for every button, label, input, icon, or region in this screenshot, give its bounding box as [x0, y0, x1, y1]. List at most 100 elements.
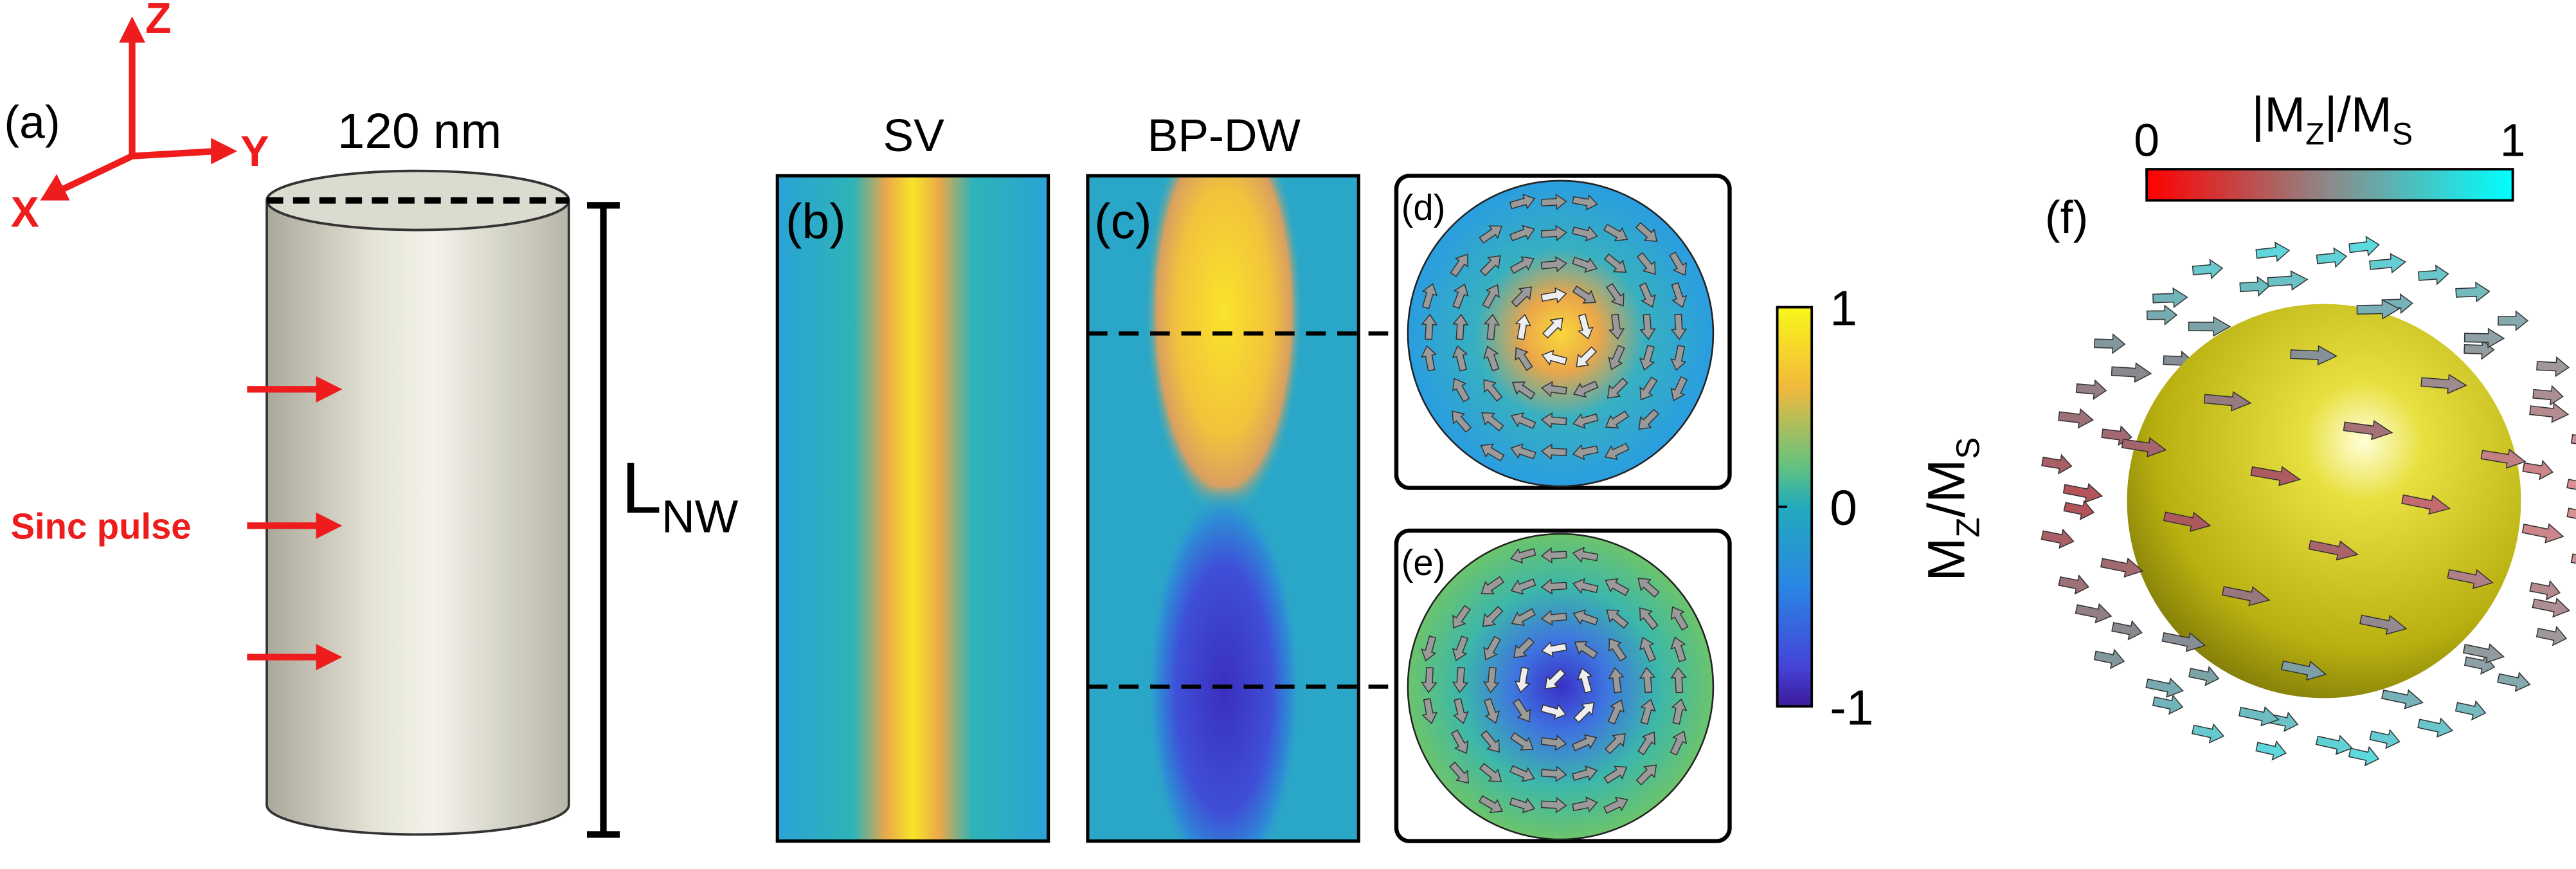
arrow	[2463, 327, 2505, 349]
arrow	[2369, 253, 2407, 274]
arrow	[1636, 252, 1656, 275]
arrow	[2454, 700, 2487, 721]
arrow	[2315, 735, 2354, 755]
arrow	[2152, 694, 2184, 715]
arrow	[1511, 286, 1533, 307]
label-part: M	[1918, 538, 1976, 581]
nanowire	[266, 169, 570, 836]
arrow	[1479, 225, 1503, 244]
arrow	[2203, 391, 2252, 412]
arrow	[1576, 667, 1593, 694]
arrow	[2535, 625, 2568, 646]
arrow	[2239, 276, 2271, 297]
panel-label: (f)	[2045, 192, 2089, 244]
arrow	[2536, 356, 2570, 378]
arrow	[1572, 194, 1598, 211]
arrow	[1604, 443, 1630, 461]
arrow	[2417, 717, 2454, 738]
arrow	[1511, 608, 1536, 626]
arrow	[1483, 636, 1502, 661]
arrow	[1481, 412, 1504, 432]
arrow	[1606, 609, 1629, 629]
arrow	[2192, 723, 2225, 744]
arrow	[1509, 194, 1536, 210]
arrow	[2146, 304, 2178, 325]
arrow	[1540, 443, 1567, 460]
arrow	[2075, 603, 2112, 624]
label-part: |/M	[2325, 87, 2392, 142]
arrow	[2100, 557, 2144, 578]
arrow	[1540, 412, 1567, 429]
arrow	[2094, 333, 2126, 354]
arrow	[2498, 310, 2529, 331]
arrow	[2381, 689, 2424, 709]
colorbar-tick-label: 0	[1830, 481, 1857, 536]
arrow	[2348, 235, 2380, 257]
arrow	[2111, 362, 2152, 383]
arrow	[1608, 637, 1627, 662]
arrow	[1483, 379, 1503, 402]
arrow	[1571, 226, 1598, 242]
arrow	[1483, 313, 1500, 340]
arrow	[1510, 547, 1536, 564]
arrow	[1510, 732, 1534, 751]
arrow	[2529, 580, 2561, 601]
arrow	[2522, 459, 2553, 480]
arrow	[1606, 283, 1625, 307]
arrow	[1571, 765, 1598, 782]
arrow	[1540, 578, 1567, 595]
arrow	[2121, 437, 2167, 458]
arrow	[2093, 648, 2125, 670]
arrow	[1637, 578, 1660, 598]
arrow	[1480, 443, 1505, 462]
arrow	[1452, 283, 1469, 309]
arrow	[1421, 283, 1438, 309]
arrow	[1450, 253, 1468, 277]
length-main: L	[622, 447, 662, 528]
arrow	[1639, 313, 1656, 340]
frame	[1086, 174, 1360, 843]
arrow	[1671, 282, 1688, 309]
arrow	[1637, 731, 1656, 756]
axis-y: Y	[240, 128, 269, 176]
panel-label: (b)	[786, 194, 846, 249]
arrow	[1515, 347, 1533, 371]
arrow	[1509, 224, 1535, 242]
arrow	[1571, 796, 1598, 813]
arrow	[1512, 698, 1531, 722]
arrow	[1509, 797, 1536, 814]
panel-label: (e)	[1401, 542, 1446, 583]
pulse-label: Sinc pulse	[11, 506, 192, 547]
arrow	[1481, 576, 1504, 595]
arrow	[1640, 699, 1656, 725]
arrow	[1482, 606, 1504, 627]
arrow	[1607, 378, 1628, 399]
arrow	[1639, 344, 1655, 371]
arrow	[2041, 453, 2073, 475]
arrow	[1483, 345, 1500, 372]
arrow	[1421, 667, 1437, 693]
arrow	[2356, 298, 2400, 320]
arrow	[2529, 402, 2570, 423]
arrow	[2058, 574, 2089, 595]
arrow	[1449, 761, 1470, 784]
length-sub: NW	[662, 491, 739, 542]
arrow	[1541, 641, 1567, 657]
arrow	[1514, 666, 1531, 693]
arrow	[2040, 528, 2075, 549]
bpdw-map	[1087, 176, 1359, 841]
arrow	[1509, 256, 1535, 275]
arrow	[1481, 730, 1500, 753]
panel-label: (c)	[1094, 194, 1151, 249]
arrow	[1638, 408, 1659, 430]
label-part: /M	[1918, 459, 1976, 518]
arrow	[1450, 729, 1469, 755]
arrow	[2369, 729, 2400, 749]
arrow	[1541, 194, 1567, 210]
arrow	[1541, 224, 1567, 242]
arrow	[1452, 636, 1469, 661]
panel-title: BP-DW	[1148, 110, 1301, 161]
arrow	[2188, 666, 2220, 686]
